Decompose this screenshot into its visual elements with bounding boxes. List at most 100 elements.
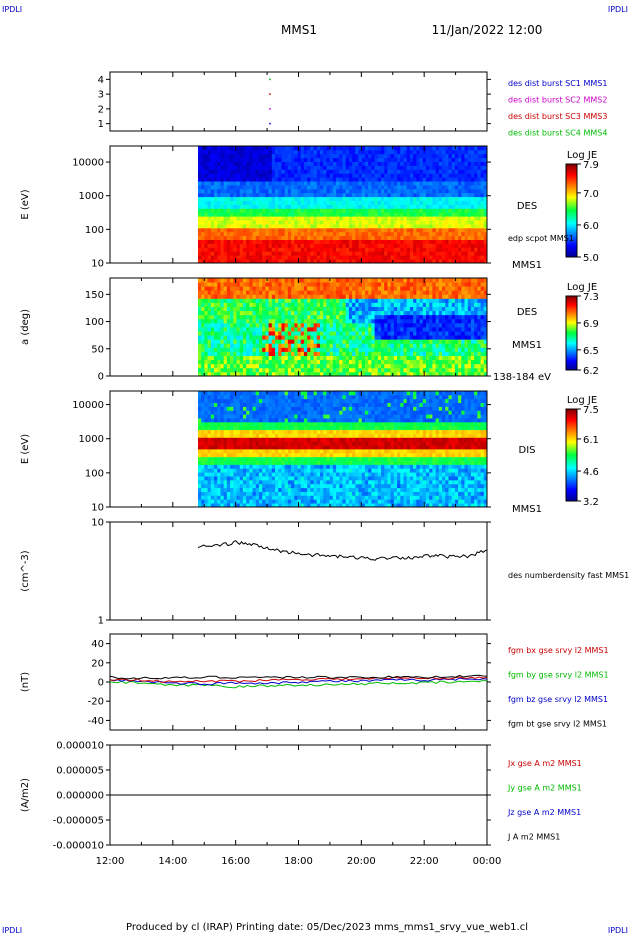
spectrogram-cell: [477, 188, 481, 194]
spectrogram-cell: [307, 224, 311, 229]
spectrogram-cell: [474, 192, 478, 198]
spectrogram-cell: [217, 227, 221, 233]
spectrogram-cell: [281, 335, 286, 340]
spectrogram-cell: [226, 294, 231, 299]
spectrogram-cell: [271, 196, 276, 201]
spectrogram-cell: [275, 192, 279, 198]
spectrogram-cell: [467, 363, 472, 369]
spectrogram-cell: [336, 355, 340, 361]
spectrogram-cell: [448, 310, 453, 316]
spectrogram-cell: [403, 339, 408, 344]
spectrogram-cell: [249, 282, 253, 287]
spectrogram-cell: [262, 177, 266, 182]
spectrogram-cell: [406, 220, 411, 225]
spectrogram-cell: [303, 339, 308, 344]
spectrogram-cell: [294, 192, 298, 198]
spectrogram-cell: [207, 149, 212, 155]
spectrogram-cell: [377, 310, 382, 316]
spectrogram-cell: [445, 196, 449, 201]
spectrogram-cell: [313, 165, 318, 170]
spectrogram-cell: [210, 259, 215, 264]
spectrogram-cell: [226, 314, 231, 320]
spectrogram-cell: [223, 318, 228, 324]
spectrogram-cell: [384, 247, 388, 252]
spectrogram-cell: [255, 318, 260, 324]
spectrogram-cell: [397, 200, 401, 205]
spectrogram-cell: [297, 286, 302, 291]
spectrogram-cell: [332, 290, 337, 295]
spectrogram-cell: [220, 327, 225, 332]
spectrogram-cell: [236, 146, 241, 151]
spectrogram-cell: [470, 208, 475, 213]
spectrogram-cell: [345, 335, 350, 340]
spectrogram-cell: [406, 185, 411, 190]
spectrogram-cell: [310, 200, 314, 205]
spectrogram-cell: [474, 177, 478, 182]
spectrogram-cell: [438, 282, 443, 287]
spectrogram-cell: [358, 351, 363, 356]
spectrogram-cell: [303, 192, 308, 198]
spectrogram-cell: [336, 181, 340, 186]
spectrogram-cell: [281, 173, 286, 178]
spectrogram-cell: [323, 243, 327, 248]
spectrogram-cell: [368, 351, 372, 356]
spectrogram-cell: [461, 216, 465, 221]
spectrogram-cell: [265, 251, 270, 256]
spectrogram-cell: [271, 208, 276, 213]
spectrogram-cell: [374, 355, 379, 361]
spectrogram-cell: [217, 355, 221, 361]
spectrogram-cell: [284, 216, 289, 221]
spectrogram-cell: [474, 306, 478, 312]
spectrogram-cell: [400, 367, 404, 373]
spectrogram-cell: [197, 347, 202, 352]
spectrogram-cell: [474, 247, 478, 252]
spectrogram-cell: [332, 314, 337, 320]
spectrogram-cell: [278, 367, 282, 373]
spectrogram-cell: [307, 286, 311, 291]
spectrogram-cell: [355, 355, 359, 361]
spectrogram-cell: [435, 251, 440, 256]
spectrogram-cell: [393, 173, 398, 178]
spectrogram-cell: [313, 239, 318, 244]
spectrogram-cell: [413, 181, 417, 186]
spectrogram-cell: [291, 216, 295, 221]
spectrogram-cell: [297, 318, 302, 324]
spectrogram-cell: [262, 192, 266, 198]
spectrogram-cell: [255, 235, 260, 240]
spectrogram-cell: [197, 235, 202, 240]
spectrogram-cell: [320, 339, 324, 344]
spectrogram-cell: [403, 251, 408, 256]
spectrogram-cell: [432, 220, 437, 225]
spectrogram-cell: [374, 192, 379, 198]
spectrogram-cell: [467, 314, 472, 320]
spectrogram-cell: [236, 290, 241, 295]
spectrogram-cell: [406, 227, 411, 233]
spectrogram-cell: [307, 177, 311, 182]
spectrogram-cell: [268, 306, 273, 312]
spectrogram-cell: [355, 224, 359, 229]
spectrogram-cell: [451, 278, 456, 283]
spectrogram-cell: [252, 224, 257, 229]
spectrogram-cell: [467, 192, 472, 198]
spectrogram-cell: [480, 149, 485, 155]
spectrogram-cell: [461, 318, 465, 324]
spectrogram-cell: [303, 161, 308, 166]
spectrogram-cell: [445, 298, 449, 303]
spectrogram-cell: [307, 331, 311, 336]
spectrogram-cell: [300, 294, 305, 299]
spectrogram-cell: [239, 239, 244, 244]
spectrogram-cell: [400, 351, 404, 356]
spectrogram-cell: [255, 161, 260, 166]
spectrogram-cell: [271, 157, 276, 162]
y-tick-label: 100: [85, 225, 104, 236]
spectrogram-cell: [400, 153, 404, 159]
spectrogram-cell: [358, 208, 363, 213]
spectrogram-cell: [438, 355, 443, 361]
spectrogram-cell: [236, 208, 241, 213]
spectrogram-cell: [384, 255, 388, 260]
spectrogram-cell: [371, 157, 375, 162]
spectrogram-cell: [268, 200, 273, 205]
spectrogram-cell: [316, 282, 321, 287]
spectrogram-cell: [275, 259, 279, 264]
spectrogram-cell: [355, 235, 359, 240]
